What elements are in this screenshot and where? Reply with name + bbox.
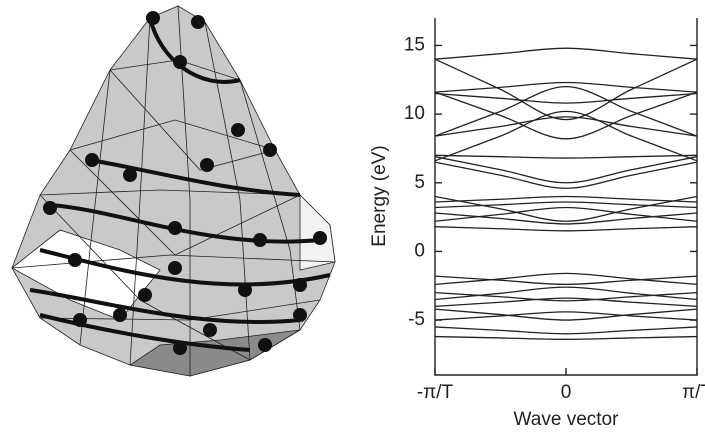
y-tick-label: 15 <box>404 34 425 55</box>
x-tick-label: 0 <box>561 382 572 403</box>
band-line <box>434 311 698 321</box>
band-line <box>434 272 698 286</box>
band-line <box>434 116 698 137</box>
band-line <box>434 326 698 335</box>
y-tick-label: 0 <box>414 240 425 261</box>
x-axis-label: Wave vector <box>514 409 620 430</box>
mesh-surface <box>11 5 336 377</box>
band-line <box>434 86 698 137</box>
band-line <box>434 81 698 93</box>
band-line <box>434 92 698 104</box>
y-tick-label: 5 <box>414 172 425 193</box>
band-line <box>434 154 698 159</box>
band-line <box>434 286 698 301</box>
band-line <box>434 47 698 60</box>
band-line <box>434 291 698 302</box>
band-line <box>434 91 698 140</box>
y-tick-label: -5 <box>408 309 425 330</box>
band-line <box>434 226 698 232</box>
band-line <box>434 110 698 162</box>
band-line <box>434 206 698 222</box>
band-line <box>434 195 698 222</box>
band-line <box>434 308 698 321</box>
band-line <box>434 195 698 203</box>
y-tick-label: 10 <box>404 103 425 124</box>
band-line <box>434 201 698 209</box>
band-line <box>434 335 698 340</box>
band-line <box>434 58 698 121</box>
band-line <box>434 212 698 225</box>
x-tick-label: π/T <box>682 382 705 403</box>
y-axis-label: Energy (eV) <box>369 145 390 246</box>
band-line <box>434 297 698 307</box>
x-tick-label: -π/T <box>417 382 454 403</box>
band-line <box>434 156 698 184</box>
band-line <box>434 275 698 286</box>
band-line <box>434 161 698 189</box>
